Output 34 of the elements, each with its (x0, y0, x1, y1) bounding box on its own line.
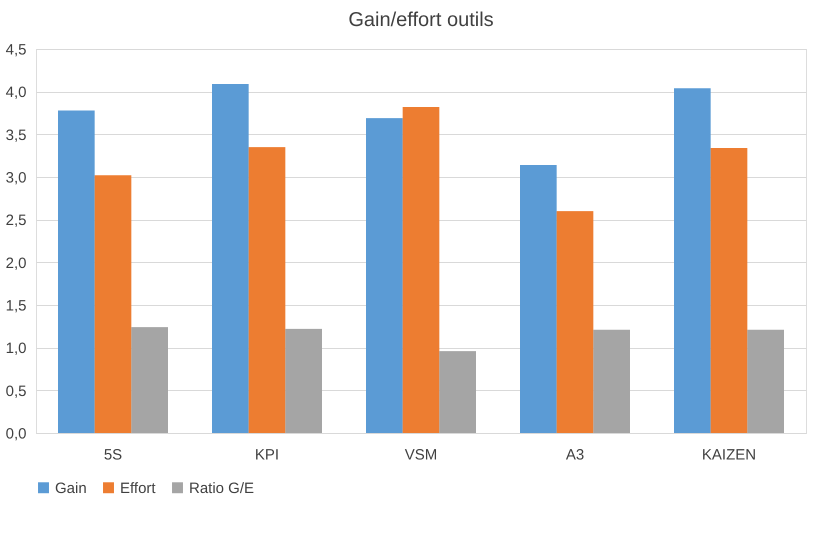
legend-label: Effort (120, 480, 156, 497)
x-tick-label: KPI (254, 446, 280, 464)
bar (710, 148, 748, 433)
x-tick-label: VSM (404, 446, 438, 464)
bar (94, 175, 132, 433)
bar (58, 110, 95, 433)
chart-title: Gain/effort outils (348, 9, 494, 31)
legend-label: Ratio G/E (189, 480, 254, 497)
bar (402, 107, 440, 433)
y-tick-label: 3,0 (6, 170, 26, 186)
bar (366, 118, 403, 433)
y-tick-label: 2,5 (6, 212, 26, 230)
y-tick-label: 4,5 (6, 42, 26, 58)
legend-label: Gain (55, 480, 87, 497)
y-tick-label: 2,0 (6, 254, 26, 272)
bar (520, 165, 557, 433)
bar (212, 84, 249, 433)
y-tick-label: 1,5 (6, 298, 26, 314)
y-tick-label: 4,0 (6, 84, 26, 102)
x-tick-label: 5S (104, 446, 122, 464)
bar (248, 147, 286, 433)
bar (285, 328, 322, 433)
bar (131, 327, 168, 433)
y-tick-label: 1,0 (6, 340, 26, 358)
bar (593, 330, 630, 433)
y-tick-label: 0,5 (6, 382, 26, 400)
bar (439, 351, 476, 433)
bar (556, 211, 594, 433)
bar (747, 330, 784, 433)
x-tick-label: KAIZEN (702, 446, 756, 464)
y-tick-label: 3,5 (6, 126, 26, 144)
y-tick-label: 0,0 (6, 426, 26, 442)
bar (674, 88, 711, 433)
x-tick-label: A3 (566, 446, 584, 464)
